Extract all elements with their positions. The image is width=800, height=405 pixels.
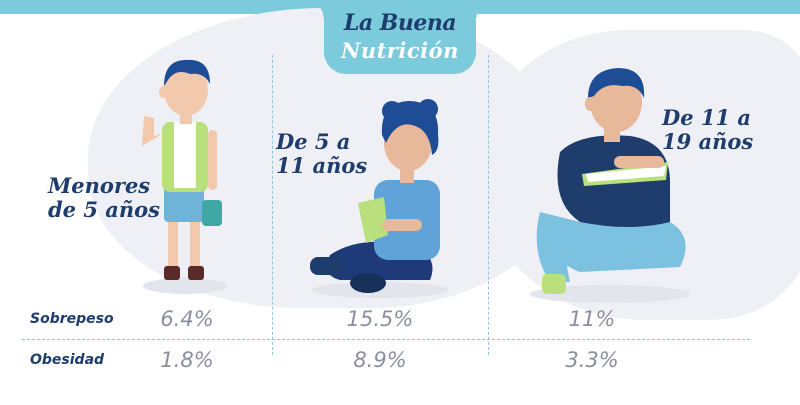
- age-group-label: Menores de 5 años: [48, 173, 160, 222]
- row-label-sobrepeso: Sobrepeso: [30, 311, 114, 327]
- obesidad-value: 1.8%: [160, 348, 214, 372]
- age-group-label: De 11 a 19 años: [662, 105, 754, 154]
- row-divider: [22, 339, 750, 340]
- age-group-label: De 5 a 11 años: [276, 129, 368, 178]
- sobrepeso-value: 11%: [568, 307, 616, 331]
- teen-reading-illustration: [530, 68, 690, 303]
- obesidad-value: 8.9%: [353, 348, 407, 372]
- brand-logo-line1: La Buena: [343, 10, 457, 36]
- toddler-illustration: [142, 59, 227, 294]
- brand-logo-line2: Nutrición: [341, 38, 459, 63]
- row-label-obesidad: Obesidad: [30, 352, 105, 368]
- column-divider: [272, 55, 273, 355]
- obesidad-value: 3.3%: [565, 348, 619, 372]
- sobrepeso-value: 6.4%: [160, 307, 214, 331]
- brand-logo: La Buena Nutrición: [306, 0, 494, 74]
- sobrepeso-value: 15.5%: [346, 307, 414, 331]
- column-divider: [488, 55, 489, 355]
- child-reading-illustration: [310, 99, 448, 298]
